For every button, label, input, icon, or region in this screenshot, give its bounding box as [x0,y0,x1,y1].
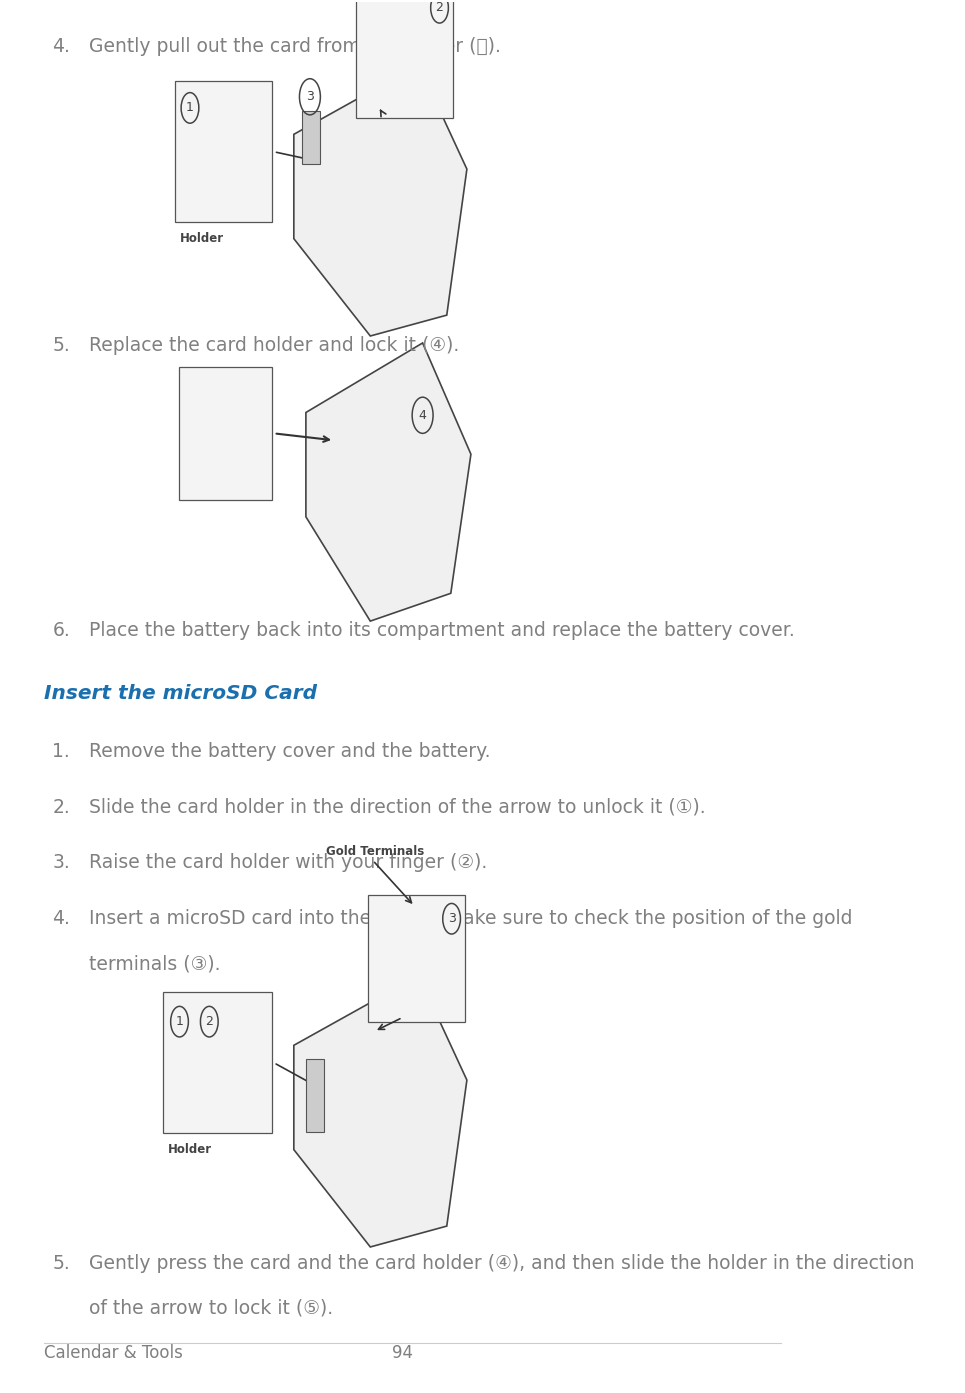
Polygon shape [306,1059,324,1131]
FancyBboxPatch shape [179,366,272,500]
Text: 4.: 4. [52,910,70,928]
Text: Holder: Holder [168,1142,211,1156]
Text: Slide the card holder in the direction of the arrow to unlock it (①).: Slide the card holder in the direction o… [89,798,705,816]
Text: Place the battery back into its compartment and replace the battery cover.: Place the battery back into its compartm… [89,621,794,641]
Text: 1.: 1. [52,742,70,761]
Text: Insert a microSD card into the holder. Make sure to check the position of the go: Insert a microSD card into the holder. M… [89,910,852,928]
Text: 5.: 5. [52,336,70,355]
Text: 94: 94 [392,1344,413,1362]
Polygon shape [293,65,467,336]
Text: Calendar & Tools: Calendar & Tools [44,1344,183,1362]
FancyBboxPatch shape [163,992,272,1133]
Text: 1: 1 [176,1015,183,1028]
Text: terminals (③).: terminals (③). [89,954,220,974]
Text: 3: 3 [306,91,314,103]
Text: 2: 2 [206,1015,213,1028]
FancyBboxPatch shape [356,0,454,117]
Text: 6.: 6. [52,621,70,641]
Text: Gently pull out the card from the holder (ⓢ).: Gently pull out the card from the holder… [89,38,501,56]
Polygon shape [306,343,471,621]
Text: 1: 1 [186,102,194,114]
Text: of the arrow to lock it (⑤).: of the arrow to lock it (⑤). [89,1298,333,1318]
Polygon shape [302,110,319,163]
Text: Remove the battery cover and the battery.: Remove the battery cover and the battery… [89,742,490,761]
Text: Insert the microSD Card: Insert the microSD Card [44,684,317,702]
Text: Gently press the card and the card holder (④), and then slide the holder in the : Gently press the card and the card holde… [89,1254,914,1273]
Text: 4.: 4. [52,38,70,56]
Text: 4: 4 [419,408,427,422]
FancyBboxPatch shape [175,81,272,221]
Text: Holder: Holder [179,231,224,245]
Text: Gold Terminals: Gold Terminals [326,844,425,858]
Polygon shape [293,975,467,1247]
Text: 2: 2 [435,1,444,14]
Text: Raise the card holder with your finger (②).: Raise the card holder with your finger (… [89,854,486,872]
Text: 5.: 5. [52,1254,70,1273]
Text: Replace the card holder and lock it (④).: Replace the card holder and lock it (④). [89,336,458,355]
Text: 3.: 3. [52,854,70,872]
Text: 3: 3 [448,912,455,925]
Text: 2.: 2. [52,798,70,816]
FancyBboxPatch shape [368,896,465,1021]
